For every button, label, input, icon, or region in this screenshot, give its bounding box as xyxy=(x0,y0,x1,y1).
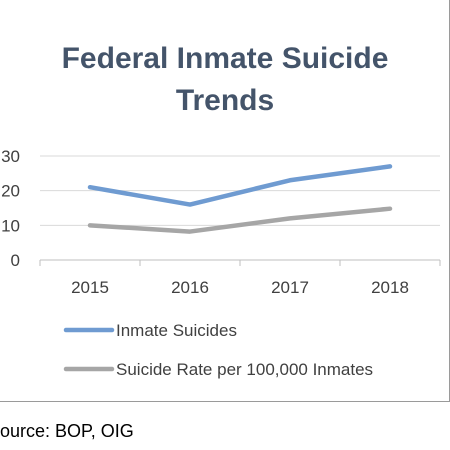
y-tick-label: 30 xyxy=(1,147,20,166)
chart-area xyxy=(0,0,450,402)
x-tick-label: 2018 xyxy=(371,278,409,297)
series-line-1 xyxy=(87,164,393,207)
x-tick-label: 2016 xyxy=(171,278,209,297)
y-tick-label: 20 xyxy=(1,182,20,201)
x-tick-label: 2017 xyxy=(271,278,309,297)
legend-label-1: Inmate Suicides xyxy=(116,321,237,340)
y-tick-label: 10 xyxy=(1,216,20,235)
chart-title-line-1: Federal Inmate Suicide xyxy=(61,42,389,75)
x-tick-label: 2015 xyxy=(71,278,109,297)
series-line-2 xyxy=(87,206,393,234)
chart-title-line-2: Trends xyxy=(175,84,275,117)
source-note: Source: BOP, OIG xyxy=(0,421,134,441)
legend-label-2: Suicide Rate per 100,000 Inmates xyxy=(116,360,373,379)
y-tick-label: 0 xyxy=(11,251,20,270)
chart-title: Federal Inmate Suicide Trends xyxy=(0,38,450,122)
